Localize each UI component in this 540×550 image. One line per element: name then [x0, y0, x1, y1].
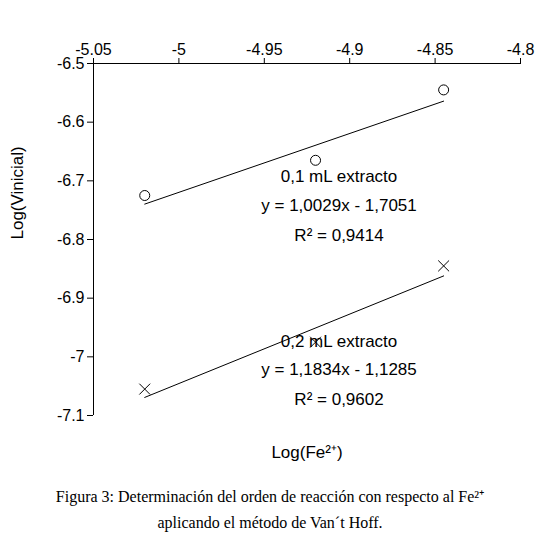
svg-text:0,1 mL extracto: 0,1 mL extracto [281, 167, 398, 186]
svg-text:-5: -5 [172, 41, 186, 58]
svg-text:-5.05: -5.05 [75, 40, 112, 58]
svg-text:-6.5: -6.5 [57, 55, 85, 72]
html-text:Figura 3: Determinación del or: Figura 3: Determinación del orden de rea… [55, 488, 485, 505]
svg-text:R² = 0,9602: R² = 0,9602 [294, 390, 383, 409]
svg-text:-7.1: -7.1 [57, 407, 85, 424]
svg-text:Log(Fe²⁺): Log(Fe²⁺) [271, 443, 342, 462]
svg-text:Log(Vinicial): Log(Vinicial) [8, 146, 27, 239]
html-text:aplicando el método de Van´t H: aplicando el método de Van´t Hoff. [157, 514, 383, 531]
svg-text:-6.7: -6.7 [57, 172, 85, 189]
svg-text:-6.9: -6.9 [57, 289, 85, 306]
svg-text:-4.9: -4.9 [336, 41, 364, 58]
svg-text:-4.85: -4.85 [417, 41, 454, 58]
svg-text:-4.8: -4.8 [507, 41, 535, 58]
svg-text:y = 1,1834x - 1,1285: y = 1,1834x - 1,1285 [261, 360, 416, 379]
svg-text:R² = 0,9414: R² = 0,9414 [294, 226, 383, 245]
svg-text:-6.8: -6.8 [57, 231, 85, 248]
svg-text:y = 1,0029x - 1,7051: y = 1,0029x - 1,7051 [261, 196, 416, 215]
svg-text:-6.6: -6.6 [57, 113, 85, 130]
svg-text:-4.95: -4.95 [246, 41, 283, 58]
svg-text:0,2 mL extracto: 0,2 mL extracto [281, 332, 398, 351]
svg-text:-7: -7 [70, 348, 84, 365]
